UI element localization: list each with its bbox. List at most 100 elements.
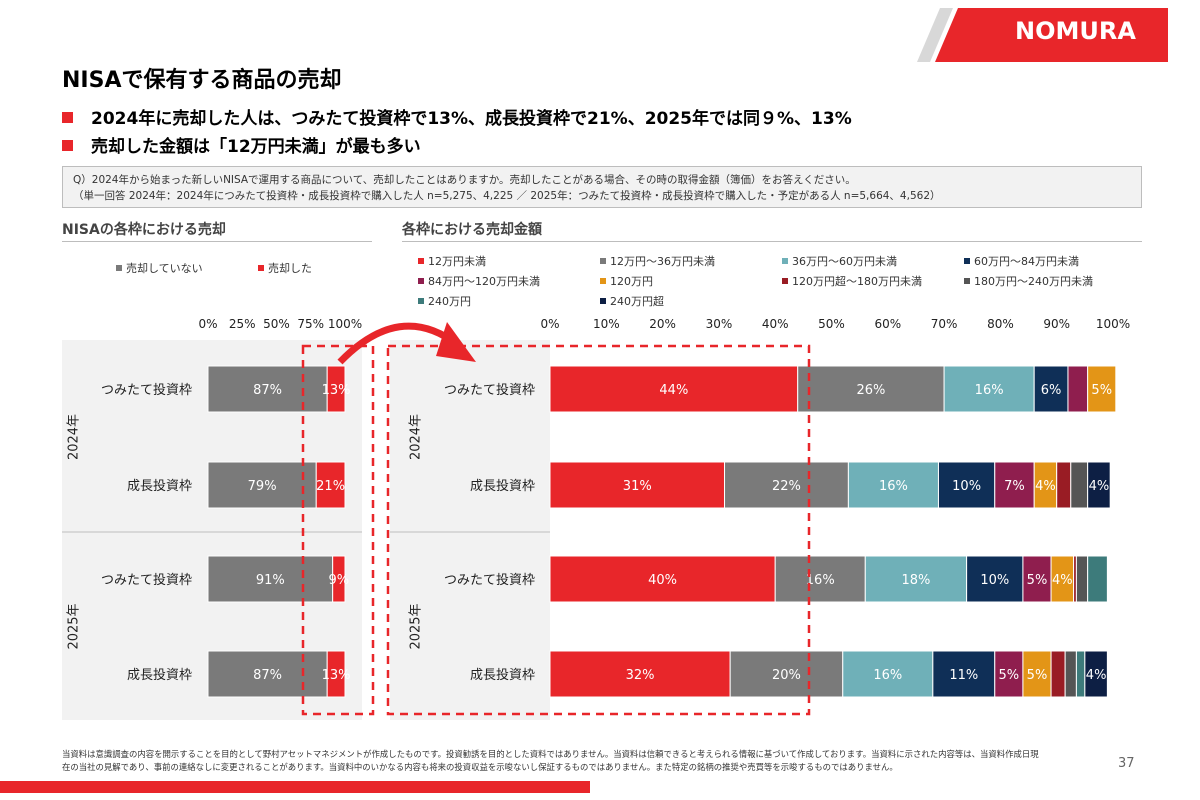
disclaimer-line-2: 在の当社の見解であり、事前の連絡なしに変更されることがあります。当資料中のいかな… bbox=[62, 762, 898, 772]
right-chart-title: 各枠における売却金額 bbox=[402, 222, 542, 238]
right-bar-segment bbox=[1050, 650, 1066, 698]
right-tick-label: 100% bbox=[1096, 317, 1130, 331]
right-bar-segment bbox=[937, 461, 996, 509]
left-row-label: 成長投資枠 bbox=[127, 667, 192, 683]
right-plot-background bbox=[390, 340, 550, 720]
left-data-label: 91% bbox=[256, 573, 285, 588]
right-bar-segment bbox=[549, 555, 776, 603]
left-tick-label: 100% bbox=[328, 317, 362, 331]
bullet-square-icon bbox=[62, 111, 73, 123]
legend-over-240: 240万円超 bbox=[600, 293, 664, 309]
right-bar-segment bbox=[864, 555, 968, 603]
right-data-label: 16% bbox=[879, 479, 908, 494]
left-section-rule bbox=[62, 241, 372, 242]
question-box: Q）2024年から始まった新しいNISAで運用する商品について、売却したことはあ… bbox=[62, 166, 1142, 208]
footer-accent-bar bbox=[0, 781, 590, 793]
legend-60-84: 60万円～84万円未満 bbox=[964, 253, 1079, 269]
right-data-label: 4% bbox=[1035, 479, 1056, 494]
question-line-2: （単一回答 2024年：2024年につみたて投資枠・成長投資枠で購入した人 n=… bbox=[73, 190, 941, 202]
left-bar-segment bbox=[207, 555, 334, 603]
right-bar-segment bbox=[1022, 650, 1052, 698]
right-bar-segment bbox=[1075, 555, 1089, 603]
right-tick-label: 90% bbox=[1043, 317, 1070, 331]
right-tick-label: 30% bbox=[706, 317, 733, 331]
left-chart-title: NISAの各枠における売却 bbox=[62, 222, 226, 238]
bullet-2-text: 売却した金額は「12万円未満」が最も多い bbox=[91, 137, 421, 157]
right-bar-segment bbox=[847, 461, 939, 509]
right-row-label: 成長投資枠 bbox=[470, 478, 535, 494]
right-row-label: つみたて投資枠 bbox=[444, 382, 535, 398]
left-tick-label: 0% bbox=[198, 317, 217, 331]
right-section-rule bbox=[402, 241, 1142, 242]
right-data-label: 20% bbox=[772, 668, 801, 683]
right-tick-label: 50% bbox=[818, 317, 845, 331]
right-tick-label: 70% bbox=[931, 317, 958, 331]
page-title: NISAで保有する商品の売却 bbox=[62, 68, 342, 93]
right-data-label: 16% bbox=[806, 573, 835, 588]
right-bar-segment bbox=[1087, 365, 1117, 413]
legend-swatch bbox=[600, 298, 606, 304]
left-group-label: 2024年 bbox=[67, 414, 82, 460]
right-group-label: 2024年 bbox=[409, 414, 424, 460]
left-row-label: つみたて投資枠 bbox=[101, 572, 192, 588]
right-bar-segment bbox=[966, 555, 1024, 603]
legend-120-180: 120万円超～180万円未満 bbox=[782, 273, 922, 289]
right-group-label: 2025年 bbox=[409, 603, 424, 649]
left-group-label: 2025年 bbox=[67, 603, 82, 649]
right-bar-segment bbox=[1056, 461, 1072, 509]
left-bar-segment bbox=[207, 365, 328, 413]
right-data-label: 4% bbox=[1086, 668, 1107, 683]
right-data-label: 40% bbox=[648, 573, 677, 588]
left-data-label: 21% bbox=[316, 479, 345, 494]
right-bar-segment bbox=[724, 461, 849, 509]
legend-swatch bbox=[258, 265, 264, 271]
right-data-label: 32% bbox=[626, 668, 655, 683]
bullet-2: 売却した金額は「12万円未満」が最も多い bbox=[62, 132, 421, 157]
connector-arrowhead bbox=[436, 322, 476, 362]
disclaimer-line-1: 当資料は意識調査の内容を開示することを目的として野村アセットマネジメントが作成し… bbox=[62, 749, 1039, 759]
right-bar-segment bbox=[774, 555, 866, 603]
right-data-label: 31% bbox=[623, 479, 652, 494]
right-bar-segment bbox=[842, 650, 934, 698]
left-data-label: 79% bbox=[248, 479, 277, 494]
left-data-label: 9% bbox=[329, 573, 350, 588]
right-bar-segment bbox=[1022, 555, 1052, 603]
right-data-label: 26% bbox=[856, 383, 885, 398]
left-row-label: つみたて投資枠 bbox=[101, 382, 192, 398]
legend-swatch bbox=[600, 258, 606, 264]
right-data-label: 16% bbox=[873, 668, 902, 683]
left-data-label: 87% bbox=[253, 668, 282, 683]
right-tick-label: 20% bbox=[649, 317, 676, 331]
left-data-label: 87% bbox=[253, 383, 282, 398]
right-bar-segment bbox=[1033, 365, 1069, 413]
right-data-label: 4% bbox=[1052, 573, 1073, 588]
right-bar-segment bbox=[994, 650, 1024, 698]
legend-180-240: 180万円～240万円未満 bbox=[964, 273, 1093, 289]
right-data-label: 6% bbox=[1041, 383, 1062, 398]
question-line-1: Q）2024年から始まった新しいNISAで運用する商品について、売却したことはあ… bbox=[73, 174, 856, 186]
legend-sold: 売却した bbox=[258, 260, 312, 276]
legend-240: 240万円 bbox=[418, 293, 471, 309]
legend-swatch bbox=[600, 278, 606, 284]
right-bar-segment bbox=[932, 650, 996, 698]
left-tick-label: 75% bbox=[297, 317, 324, 331]
right-bar-segment bbox=[1064, 650, 1077, 698]
right-bar-segment bbox=[1067, 365, 1089, 413]
legend-under-12: 12万円未満 bbox=[418, 253, 486, 269]
left-data-label: 13% bbox=[322, 383, 351, 398]
left-bar-segment bbox=[332, 555, 346, 603]
left-bar-segment bbox=[326, 650, 346, 698]
legend-swatch bbox=[418, 298, 424, 304]
right-bar-segment bbox=[943, 365, 1035, 413]
highlight-box-sold bbox=[301, 344, 375, 716]
legend-swatch bbox=[782, 278, 788, 284]
left-bar-segment bbox=[207, 650, 328, 698]
right-chart: 0% 10% 20% 30% 40% 50% 60% 70% 80% 90% 100%2024年つみ… bbox=[390, 317, 1130, 720]
page-number: 37 bbox=[1118, 756, 1135, 771]
legend-swatch bbox=[782, 258, 788, 264]
legend-swatch bbox=[418, 258, 424, 264]
right-data-label: 22% bbox=[772, 479, 801, 494]
legend-not-sold: 売却していない bbox=[116, 260, 203, 276]
